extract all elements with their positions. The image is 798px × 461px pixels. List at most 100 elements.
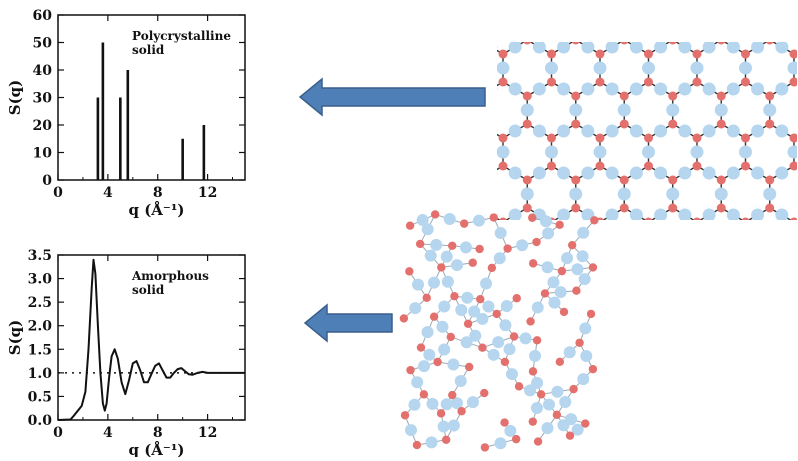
atom-large xyxy=(516,239,529,252)
atom-small xyxy=(571,203,581,213)
atom-small xyxy=(740,49,750,59)
atom-large xyxy=(629,208,643,220)
chart-annotation: Polycrystalline xyxy=(132,29,231,43)
atom-small xyxy=(492,309,501,319)
atom-small xyxy=(459,219,469,228)
atom-large xyxy=(554,286,567,299)
atom-large xyxy=(581,42,595,54)
x-tick-label: 12 xyxy=(198,185,217,201)
atom-large xyxy=(438,343,451,356)
atom-large xyxy=(579,322,592,335)
atom-large xyxy=(520,187,534,201)
atom-small xyxy=(526,317,535,326)
atom-large xyxy=(763,20,776,33)
atom-large xyxy=(532,42,546,54)
atom-large xyxy=(775,124,789,138)
atom-large xyxy=(641,145,655,159)
atom-large xyxy=(503,343,516,356)
atom-large xyxy=(557,0,570,12)
atom-small xyxy=(474,120,483,129)
atom-small xyxy=(468,258,477,267)
atom-small xyxy=(511,434,521,444)
atom-large xyxy=(492,336,505,349)
bond xyxy=(497,49,504,55)
arrow-to-amorphous xyxy=(303,303,393,343)
bond xyxy=(745,0,769,12)
atom-small xyxy=(522,203,532,213)
atom-small xyxy=(619,91,629,101)
atom-small xyxy=(433,357,442,367)
atom-small xyxy=(765,119,775,129)
chart-annotation: Amorphous xyxy=(131,269,209,283)
chart-annotation: solid xyxy=(132,43,165,57)
atom-small xyxy=(552,410,562,420)
atom-large xyxy=(666,187,680,201)
atom-small xyxy=(457,407,466,416)
y-tick-label: 20 xyxy=(33,118,53,134)
atom-large xyxy=(577,373,590,386)
atom-small xyxy=(528,259,538,268)
atom-small xyxy=(765,91,775,101)
atom-large xyxy=(472,188,485,201)
atom-small xyxy=(565,431,575,440)
atom-large xyxy=(557,42,571,54)
atom-small xyxy=(412,440,422,450)
atom-large xyxy=(544,145,558,159)
atom-large xyxy=(666,20,679,33)
atom-large xyxy=(504,424,517,437)
atom-small xyxy=(765,8,774,17)
atom-large xyxy=(541,261,554,274)
atom-large xyxy=(629,42,643,54)
atom-large xyxy=(571,263,584,276)
atom-large xyxy=(678,82,692,96)
atom-small xyxy=(500,418,509,427)
atom-large xyxy=(530,401,543,414)
atom-large xyxy=(654,0,667,12)
atom-large xyxy=(443,213,456,226)
atom-large xyxy=(561,252,574,265)
peak-bar xyxy=(202,125,206,180)
atom-small xyxy=(532,336,542,345)
atom-small xyxy=(476,295,485,304)
atom-small xyxy=(619,119,629,129)
y-tick-label: 2.5 xyxy=(28,295,52,311)
atom-large xyxy=(775,208,789,220)
atom-small xyxy=(692,77,702,87)
atom-large xyxy=(440,250,453,263)
atom-large xyxy=(460,336,473,349)
atom-large xyxy=(476,312,489,325)
y-tick-label: 1.0 xyxy=(28,366,53,382)
atom-small xyxy=(429,312,439,321)
atom-large xyxy=(690,230,703,243)
atom-large xyxy=(508,42,522,54)
atom-small xyxy=(668,203,678,213)
atom-small xyxy=(765,42,774,45)
atom-large xyxy=(482,300,495,313)
atom-large xyxy=(593,230,606,243)
atom-large xyxy=(451,259,464,272)
atom-large xyxy=(763,187,777,201)
atom-small xyxy=(716,203,726,213)
atom-large xyxy=(727,0,740,12)
atom-large xyxy=(508,208,522,220)
bond xyxy=(527,0,551,12)
peak-bar xyxy=(101,42,105,180)
atom-large xyxy=(436,41,449,54)
bond xyxy=(551,0,575,12)
atom-small xyxy=(588,263,598,272)
atom-small xyxy=(474,36,483,45)
atom-large xyxy=(461,291,474,304)
atom-large xyxy=(606,0,619,12)
atom-small xyxy=(523,42,532,45)
atom-large xyxy=(763,103,777,117)
atom-large xyxy=(497,128,498,134)
atom-large xyxy=(497,86,498,92)
atom-small xyxy=(415,239,425,249)
atom-large xyxy=(447,358,460,371)
atom-large xyxy=(629,166,643,180)
atom-small xyxy=(572,286,581,295)
atom-small xyxy=(765,175,775,185)
atom-small xyxy=(789,133,797,143)
y-tick-label: 40 xyxy=(33,63,53,79)
